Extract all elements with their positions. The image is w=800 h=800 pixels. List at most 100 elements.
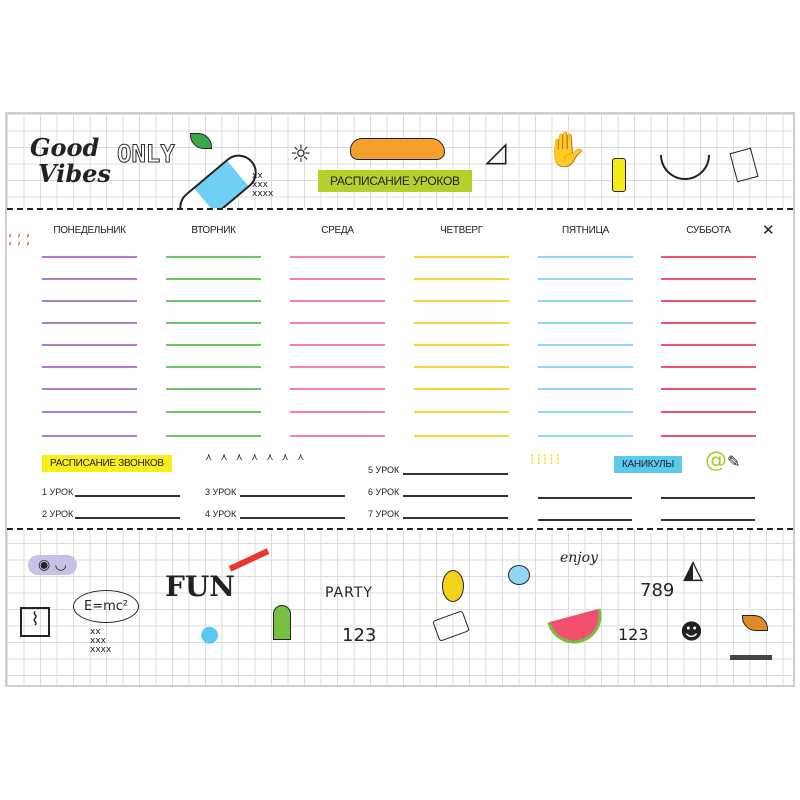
holiday-line (538, 497, 632, 499)
lesson-line (414, 256, 509, 258)
lesson-line (42, 435, 137, 437)
lesson-line (661, 366, 756, 368)
bell-time-line (403, 473, 508, 475)
day-header: ПЯТНИЦА (562, 225, 609, 236)
lesson-line (42, 278, 137, 280)
lesson-label: 7 УРОК (368, 509, 400, 519)
lesson-line (166, 278, 261, 280)
lesson-line (42, 322, 137, 324)
cat-icon (350, 138, 445, 160)
lesson-line (414, 411, 509, 413)
bulb-icon: ● (200, 622, 220, 647)
lesson-line (661, 300, 756, 302)
yellow-dots-icon: ⁞⁞⁞⁞⁞ (530, 452, 563, 468)
lesson-line (538, 435, 633, 437)
mustache-sign-icon: ⌇ (20, 607, 50, 637)
page-title: РАСПИСАНИЕ УРОКОВ (318, 170, 472, 192)
lesson-line (661, 388, 756, 390)
lesson-label: 3 УРОК (205, 487, 237, 497)
only-text: ONLY (117, 140, 176, 169)
lesson-line (414, 388, 509, 390)
crosses-icon: xx xxx xxxx (90, 627, 112, 655)
lesson-line (661, 322, 756, 324)
lesson-line (166, 322, 261, 324)
alien-icon: ☻ (680, 620, 703, 645)
bell-time-line (240, 495, 345, 497)
lesson-line (42, 300, 137, 302)
lesson-line (166, 388, 261, 390)
bottle-icon (612, 158, 626, 192)
day-header: ВТОРНИК (191, 225, 236, 236)
rain-dots-icon: , , , , , , (8, 224, 31, 248)
fun-text: FUN (165, 570, 235, 603)
lesson-line (42, 256, 137, 258)
holiday-line (661, 519, 755, 521)
lesson-label: 2 УРОК (42, 509, 74, 519)
bell-time-line (240, 517, 345, 519)
holiday-line (538, 519, 632, 521)
lesson-line (661, 435, 756, 437)
lesson-line (166, 411, 261, 413)
lesson-line (290, 366, 385, 368)
party-text: PARTY (325, 585, 373, 601)
lesson-line (290, 256, 385, 258)
pizza-icon: ◿ (485, 135, 507, 168)
lesson-line (661, 344, 756, 346)
hand-icon: ✋ (545, 130, 588, 170)
lesson-line (42, 411, 137, 413)
cross-mark-icon: ✕ (762, 221, 775, 239)
lesson-line (414, 322, 509, 324)
lesson-line (538, 388, 633, 390)
lesson-line (42, 366, 137, 368)
day-header: ЧЕТВЕРГ (440, 225, 483, 236)
day-header: СРЕДА (321, 225, 354, 236)
pizza-icon: ◭ (683, 555, 703, 585)
eye-icon: ◉ ◡ (28, 555, 77, 575)
formula-bubble: E=mc² (73, 590, 140, 623)
lesson-line (661, 278, 756, 280)
bells-title: РАСПИСАНИЕ ЗВОНКОВ (42, 455, 172, 472)
lesson-line (414, 300, 509, 302)
lesson-line (290, 411, 385, 413)
lesson-line (538, 344, 633, 346)
enjoy-text: enjoy (560, 550, 598, 566)
lesson-line (414, 278, 509, 280)
holiday-line (661, 497, 755, 499)
lesson-line (166, 344, 261, 346)
slogan-vibes: Vibes (38, 159, 111, 188)
lesson-line (166, 435, 261, 437)
cactus-icon (273, 605, 291, 640)
good-vibes-logo: Good Vibes (30, 135, 111, 187)
lesson-line (166, 300, 261, 302)
bell-time-line (75, 517, 180, 519)
holidays-title: КАНИКУЛЫ (614, 456, 682, 473)
lesson-line (290, 278, 385, 280)
lesson-line (538, 278, 633, 280)
lesson-line (414, 344, 509, 346)
lesson-line (42, 344, 137, 346)
paintbrush-icon (730, 655, 772, 660)
day-header: ПОНЕДЕЛЬНИК (53, 225, 126, 236)
lesson-line (290, 388, 385, 390)
numbers-123: 123 (342, 625, 377, 646)
lesson-line (661, 256, 756, 258)
lesson-line (166, 256, 261, 258)
lesson-line (42, 388, 137, 390)
slogan-good: Good (30, 133, 100, 162)
lesson-line (290, 344, 385, 346)
lesson-line (538, 300, 633, 302)
numbers-789: 789 (640, 580, 675, 601)
apple-icon (508, 565, 530, 585)
lesson-line (290, 322, 385, 324)
lesson-line (661, 411, 756, 413)
crosses-icon: xx xxx xxxx (252, 171, 274, 199)
lesson-label: 6 УРОК (368, 487, 400, 497)
pineapple-icon (442, 570, 464, 602)
lesson-label: 5 УРОК (368, 465, 400, 475)
lesson-label: 4 УРОК (205, 509, 237, 519)
lesson-line (166, 366, 261, 368)
bell-time-line (75, 495, 180, 497)
scribble-pencil-icon: @✎ (705, 448, 741, 473)
numbers-123b: 123 (618, 625, 649, 644)
lesson-line (414, 435, 509, 437)
